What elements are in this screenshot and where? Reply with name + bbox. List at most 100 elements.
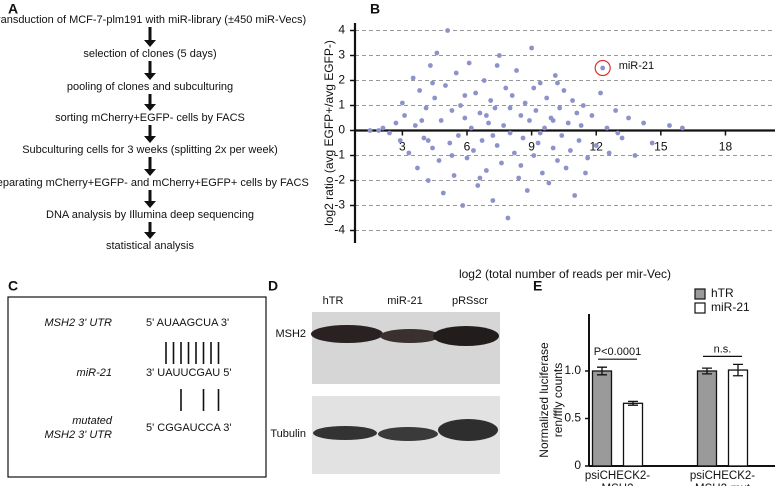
legend-label: hTR bbox=[711, 286, 734, 300]
point bbox=[492, 105, 498, 111]
band bbox=[313, 426, 377, 440]
point bbox=[471, 148, 476, 153]
flow-step: separating mCherry+EGFP- and mCherry+EGF… bbox=[0, 177, 309, 189]
point bbox=[486, 120, 491, 126]
error-bar bbox=[733, 363, 743, 377]
point bbox=[524, 188, 530, 193]
sequence-label: mutated bbox=[72, 415, 113, 427]
point bbox=[453, 70, 459, 76]
point bbox=[445, 28, 451, 33]
point bbox=[460, 203, 466, 208]
point bbox=[598, 90, 603, 96]
point bbox=[619, 135, 625, 141]
point bbox=[537, 130, 543, 136]
point bbox=[496, 53, 502, 58]
point bbox=[574, 110, 580, 116]
point bbox=[539, 170, 545, 176]
point bbox=[544, 95, 550, 101]
point bbox=[443, 83, 448, 88]
point bbox=[417, 88, 423, 93]
flow-arrowhead bbox=[144, 232, 156, 239]
point bbox=[436, 158, 442, 163]
point bbox=[483, 113, 489, 118]
x-tick-label: 15 bbox=[654, 140, 668, 154]
point bbox=[399, 100, 405, 106]
point bbox=[415, 165, 420, 171]
point bbox=[367, 128, 373, 133]
point bbox=[585, 155, 591, 161]
sequence-label: miR-21 bbox=[77, 367, 112, 379]
point bbox=[511, 150, 517, 156]
y-tick-label: 2 bbox=[338, 73, 345, 87]
band bbox=[438, 419, 498, 441]
flow-step: statistical analysis bbox=[106, 240, 195, 252]
point bbox=[464, 155, 470, 161]
point bbox=[613, 108, 619, 113]
point bbox=[516, 175, 522, 181]
band bbox=[378, 427, 438, 441]
point bbox=[477, 175, 483, 181]
panel-label: A bbox=[8, 1, 18, 17]
point bbox=[438, 118, 444, 123]
point bbox=[449, 153, 455, 158]
point bbox=[583, 170, 588, 176]
highlight-circle bbox=[594, 59, 611, 77]
error-bar bbox=[628, 400, 638, 406]
annotation: miR-21 bbox=[619, 60, 654, 72]
x-tick-label: 3 bbox=[399, 140, 406, 154]
blot-row-label: MSH2 bbox=[275, 328, 306, 340]
point bbox=[412, 123, 418, 128]
point bbox=[520, 135, 526, 141]
point bbox=[419, 118, 425, 123]
point bbox=[649, 140, 655, 146]
bar bbox=[622, 402, 644, 467]
point bbox=[542, 125, 547, 131]
point bbox=[462, 93, 468, 98]
point bbox=[559, 133, 565, 138]
point bbox=[552, 73, 558, 78]
point bbox=[606, 150, 612, 156]
point bbox=[555, 80, 560, 86]
lane-label: hTR bbox=[323, 295, 344, 307]
panel-label: C bbox=[8, 278, 18, 294]
point bbox=[427, 63, 433, 68]
point bbox=[430, 145, 435, 151]
flow-arrowhead bbox=[144, 73, 156, 80]
point bbox=[529, 45, 535, 51]
point bbox=[440, 190, 446, 196]
point bbox=[447, 140, 453, 146]
legend-label: miR-21 bbox=[711, 300, 750, 314]
point bbox=[499, 160, 504, 166]
point bbox=[522, 100, 528, 106]
point bbox=[667, 123, 672, 128]
point bbox=[550, 145, 556, 151]
point bbox=[423, 105, 429, 111]
point bbox=[376, 128, 382, 133]
point bbox=[479, 138, 485, 143]
y-tick-label: -4 bbox=[334, 223, 345, 237]
point bbox=[380, 125, 386, 131]
point bbox=[481, 78, 487, 83]
point bbox=[518, 113, 524, 118]
sequence-label: MSH2 3' UTR bbox=[45, 317, 113, 329]
y-tick-label: 0 bbox=[338, 123, 345, 137]
bar bbox=[727, 369, 749, 467]
point bbox=[475, 183, 481, 188]
band bbox=[433, 326, 499, 346]
point bbox=[488, 98, 494, 103]
point bbox=[458, 103, 463, 108]
y-tick-label: 1 bbox=[338, 98, 345, 112]
point bbox=[589, 113, 595, 118]
x-tick-label: 9 bbox=[528, 140, 535, 154]
legend-swatch bbox=[694, 302, 706, 314]
point bbox=[632, 153, 638, 158]
point bbox=[501, 123, 507, 128]
legend-swatch bbox=[694, 288, 706, 300]
y-tick-label: 3 bbox=[338, 48, 345, 62]
point bbox=[503, 85, 509, 91]
x-tick-label: 18 bbox=[719, 140, 733, 154]
point bbox=[425, 138, 431, 143]
bar bbox=[696, 370, 718, 467]
